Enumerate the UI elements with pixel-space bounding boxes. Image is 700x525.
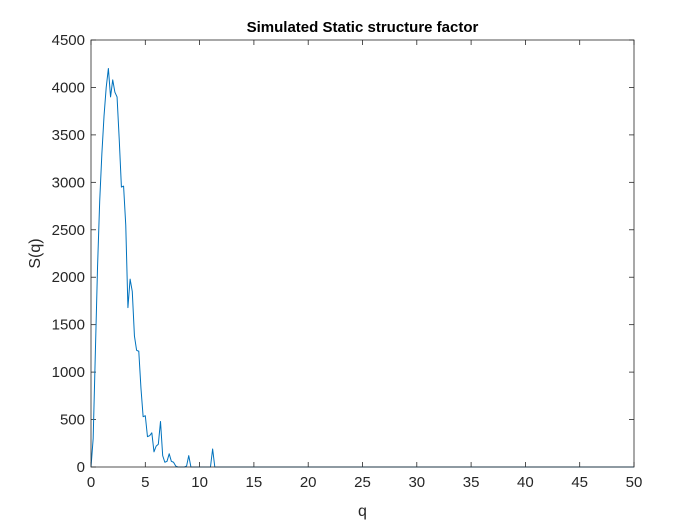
y-tick-label: 2500 xyxy=(52,222,85,239)
x-axis-label: q xyxy=(358,503,367,520)
x-tick-label: 30 xyxy=(408,474,425,491)
y-axis-label: S(q) xyxy=(27,238,44,268)
x-tick-label: 45 xyxy=(571,474,588,491)
x-tick-label: 15 xyxy=(246,474,263,491)
y-tick-label: 500 xyxy=(60,412,85,429)
tick-group: 0 5 10 15 20 25 30 35 40 45 5005001000150020002500… xyxy=(52,32,643,491)
y-tick-label: 1000 xyxy=(52,364,85,381)
x-tick-label: 25 xyxy=(354,474,371,491)
plot-area xyxy=(91,40,634,467)
y-tick-label: 3500 xyxy=(52,127,85,144)
chart-title: Simulated Static structure factor xyxy=(247,19,479,36)
x-tick-label: 20 xyxy=(300,474,317,491)
x-tick-label: 40 xyxy=(517,474,534,491)
y-tick-label: 0 xyxy=(77,459,85,476)
y-tick-label: 4000 xyxy=(52,79,85,96)
y-tick-label: 2000 xyxy=(52,269,85,286)
x-tick-label: 50 xyxy=(626,474,643,491)
y-tick-label: 1500 xyxy=(52,317,85,334)
y-tick-label: 3000 xyxy=(52,174,85,191)
axes-box xyxy=(90,39,635,468)
x-tick-label: 35 xyxy=(463,474,480,491)
x-tick-label: 10 xyxy=(191,474,208,491)
x-tick-label: 0 xyxy=(87,474,95,491)
y-tick-label: 4500 xyxy=(52,32,85,49)
x-tick-label: 5 xyxy=(141,474,149,491)
